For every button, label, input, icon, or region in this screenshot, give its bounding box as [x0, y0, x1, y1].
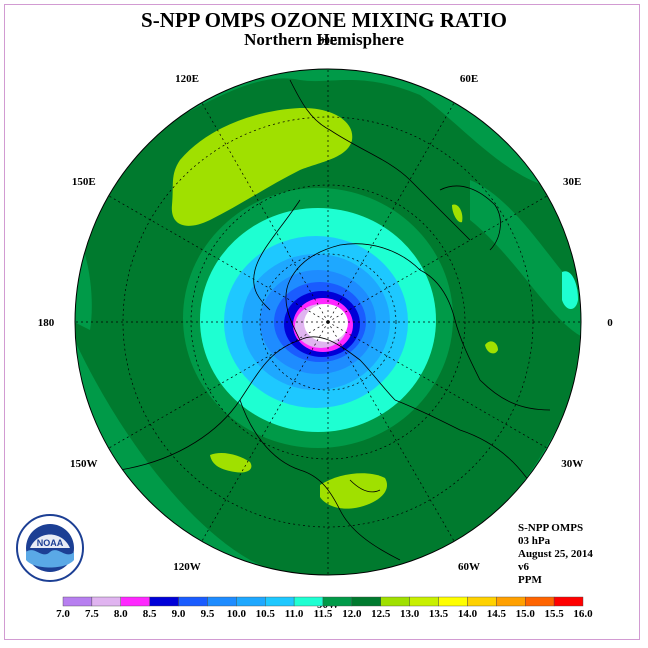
colorbar-swatch	[207, 596, 237, 607]
colorbar-swatch	[265, 596, 295, 607]
longitude-label: 120E	[175, 73, 199, 85]
noaa-logo: NOAA	[16, 514, 84, 582]
colorbar-tick-label: 13.5	[429, 608, 449, 620]
info-date: August 25, 2014	[518, 548, 593, 560]
colorbar-tick-label: 8.5	[143, 608, 157, 620]
pole-no-data	[304, 304, 348, 342]
colorbar-tick-label: 12.0	[342, 608, 362, 620]
colorbar-swatch	[380, 596, 410, 607]
colorbar-swatch	[351, 596, 381, 607]
info-version: v6	[518, 561, 529, 573]
colorbar-swatch	[178, 596, 208, 607]
page-subtitle: Northern Hemisphere	[244, 30, 404, 49]
colorbar-tick-label: 11.0	[285, 608, 304, 620]
colorbar-swatch	[62, 596, 93, 607]
colorbar-tick-label: 7.0	[56, 608, 70, 620]
colorbar-tick-label: 7.5	[85, 608, 99, 620]
colorbar-tick-label: 12.5	[371, 608, 391, 620]
longitude-label: 0	[607, 317, 613, 329]
colorbar-swatch	[409, 596, 439, 607]
colorbar-tick-label: 8.0	[114, 608, 128, 620]
colorbar-tick-label: 16.0	[573, 608, 593, 620]
longitude-label: 60W	[458, 561, 480, 573]
longitude-label: 60E	[460, 73, 478, 85]
meridians	[75, 69, 581, 575]
longitude-labels: 90E60E30E030W60W90W120W150W180150E120E	[38, 35, 614, 611]
colorbar-tick-label: 10.5	[256, 608, 276, 620]
high-patch-pacific	[171, 107, 353, 226]
longitude-label: 90E	[319, 35, 337, 47]
colorbar-swatch	[438, 596, 468, 607]
page-title: S-NPP OMPS OZONE MIXING RATIO	[141, 8, 507, 32]
longitude-label: 150E	[72, 176, 96, 188]
cyan-patch-east-edge	[562, 271, 578, 309]
colorbar-tick-label: 11.5	[314, 608, 333, 620]
colorbar-swatch	[525, 596, 555, 607]
longitude-label: 120W	[173, 561, 201, 573]
info-block: S-NPP OMPS 03 hPa August 25, 2014 v6 PPM	[518, 522, 593, 587]
colorbar-tick-label: 9.5	[201, 608, 215, 620]
colorbar-tick-label: 14.0	[458, 608, 478, 620]
high-patch-east	[485, 341, 498, 354]
colorbar-swatch	[236, 596, 266, 607]
colorbar-swatch	[467, 596, 497, 607]
colorbar-swatch	[322, 596, 353, 607]
colorbar-tick-label: 9.0	[172, 608, 186, 620]
longitude-label: 180	[38, 317, 55, 329]
longitude-label: 30W	[561, 458, 583, 470]
colorbar-tick-label: 13.0	[400, 608, 420, 620]
info-units: PPM	[518, 574, 542, 586]
colorbar-tick-label: 15.5	[544, 608, 564, 620]
high-patch-west	[210, 452, 252, 473]
colorbar-tick-label: 10.0	[227, 608, 247, 620]
colorbar: 7.0 7.5 8.0 8.5 9.0 9.5 10.0 10.5 11.0 11.5 12.0 12…	[56, 596, 593, 620]
colorbar-swatch	[496, 596, 526, 607]
colorbar-swatch	[91, 596, 121, 607]
ozone-field	[75, 69, 581, 575]
longitude-label: 150W	[70, 458, 98, 470]
colorbar-swatch	[120, 596, 150, 607]
colorbar-tick-label: 14.5	[487, 608, 507, 620]
colorbar-swatch	[149, 596, 179, 607]
info-level: 03 hPa	[518, 535, 551, 547]
high-patch-siberia	[452, 204, 463, 223]
high-patch-atlantic	[320, 473, 388, 509]
figure-frame	[4, 4, 640, 640]
colorbar-tick-label: 15.0	[516, 608, 536, 620]
logo-text: NOAA	[37, 538, 64, 548]
longitude-label: 30E	[563, 176, 581, 188]
colorbar-swatch	[553, 596, 584, 607]
colorbar-swatch	[293, 596, 324, 607]
field-band-11-5-west	[75, 220, 92, 330]
info-instrument: S-NPP OMPS	[518, 522, 584, 534]
map-boundary	[74, 68, 582, 576]
